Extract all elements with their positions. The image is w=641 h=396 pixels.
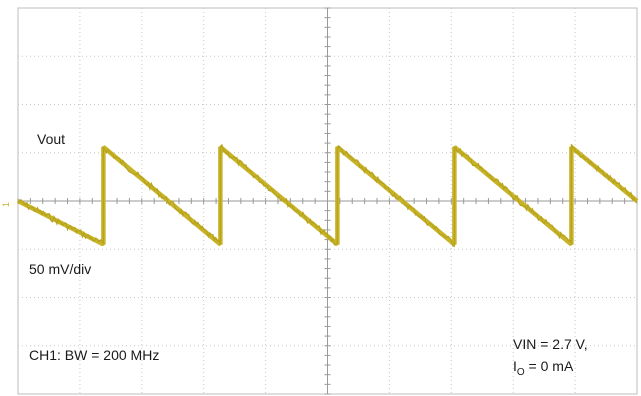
- channel-1-marker: 1: [1, 202, 11, 207]
- vout-trace-noise: [17, 143, 638, 247]
- bandwidth-label: CH1: BW = 200 MHz: [29, 347, 159, 363]
- vin-label: VIN = 2.7 V,: [513, 336, 588, 352]
- io-label: IO = 0 mA: [513, 358, 574, 378]
- io-value: = 0 mA: [525, 358, 574, 374]
- plot-grid: [17, 7, 638, 395]
- io-main: I: [513, 358, 517, 374]
- io-subscript: O: [517, 367, 525, 378]
- scale-label: 50 mV/div: [29, 261, 91, 277]
- trace-label: Vout: [37, 131, 65, 147]
